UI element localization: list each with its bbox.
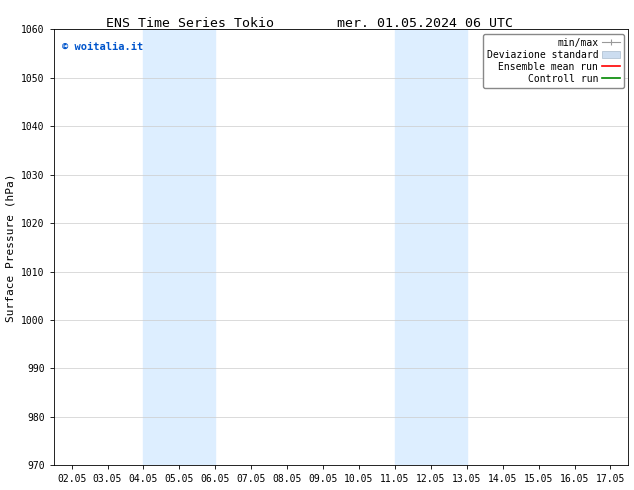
Bar [143, 29, 216, 465]
Text: ENS Time Series Tokio: ENS Time Series Tokio [107, 17, 274, 30]
Legend: min/max, Deviazione standard, Ensemble mean run, Controll run: min/max, Deviazione standard, Ensemble m… [483, 34, 624, 88]
Text: © woitalia.it: © woitalia.it [62, 42, 143, 52]
Text: mer. 01.05.2024 06 UTC: mer. 01.05.2024 06 UTC [337, 17, 513, 30]
Bar [395, 29, 467, 465]
Y-axis label: Surface Pressure (hPa): Surface Pressure (hPa) [6, 173, 16, 321]
